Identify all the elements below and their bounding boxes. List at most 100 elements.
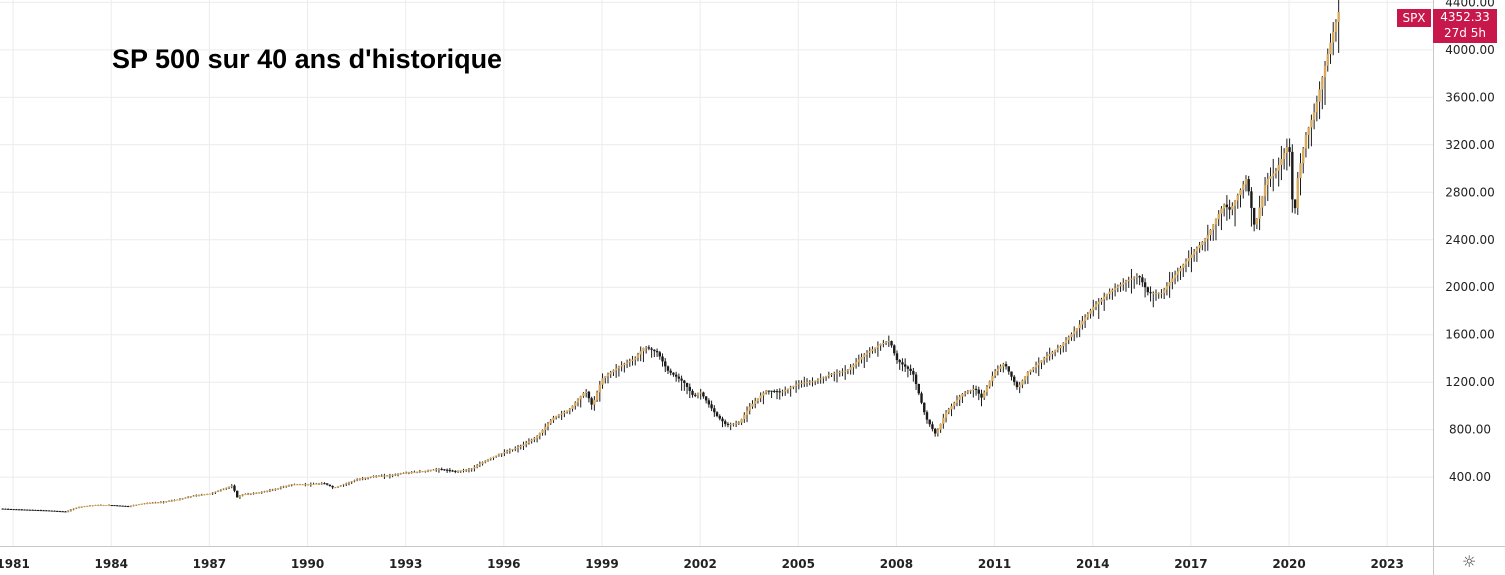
chart-title: SP 500 sur 40 ans d'historique [112, 44, 503, 74]
time-axis[interactable] [0, 546, 1433, 575]
candle-body [235, 490, 239, 498]
candle-body [246, 493, 250, 495]
candle-body [1326, 54, 1329, 66]
candle-body [227, 486, 231, 488]
candle-body [1231, 205, 1234, 210]
candle-body [563, 411, 566, 414]
candle-body [1086, 313, 1090, 318]
candle-body [1102, 296, 1106, 300]
candle-body [203, 494, 206, 496]
candle-body [1182, 264, 1185, 268]
candle-body [1067, 337, 1070, 341]
candle-body [754, 401, 757, 404]
candle-body [238, 495, 242, 498]
candle-body [803, 382, 806, 384]
candle-body [260, 491, 263, 493]
candle-body [579, 396, 582, 400]
candle-body [715, 412, 719, 416]
candle-body [1, 508, 4, 510]
candle-body [1026, 372, 1030, 377]
candle-body [1252, 207, 1256, 225]
candle-body [993, 371, 997, 376]
candle-body [514, 448, 517, 450]
candle-body [884, 342, 888, 344]
candle-body [105, 505, 108, 507]
candle-body [206, 494, 209, 496]
candle-body [31, 509, 34, 511]
candle-body [565, 410, 569, 412]
candle-body [186, 496, 190, 498]
candle-body [1220, 208, 1223, 214]
candle-body [784, 390, 787, 392]
candle-body [165, 501, 168, 503]
candle-body [162, 501, 165, 503]
candle-body [944, 412, 948, 418]
candle-body [424, 470, 427, 472]
last-price-badge: 4352.33 27d 5h [1433, 9, 1497, 43]
candle-body [661, 356, 664, 362]
candle-body [906, 366, 910, 369]
candle-body [1236, 195, 1239, 201]
candle-body [1195, 248, 1199, 252]
candle-body [285, 485, 288, 487]
candle-body [865, 352, 869, 355]
candle-body [1184, 261, 1188, 265]
candle-body [465, 469, 468, 471]
candle-body [320, 483, 323, 485]
candle-body [694, 394, 697, 396]
candle-body [797, 383, 801, 385]
candle-body [173, 500, 176, 502]
candle-body [355, 479, 359, 481]
candle-body [1116, 286, 1120, 289]
candle-body [988, 381, 991, 387]
candle-body [143, 503, 146, 505]
candle-body [743, 414, 746, 420]
candle-body [710, 404, 713, 409]
candle-body [94, 505, 97, 507]
candle-body [794, 384, 798, 386]
candle-body [1173, 274, 1177, 279]
price-axis[interactable] [1433, 0, 1505, 546]
candle-body [1045, 356, 1049, 359]
candle-body [15, 509, 18, 511]
candle-body [429, 469, 432, 471]
candle-body [587, 391, 591, 399]
candle-body [102, 505, 105, 507]
candle-body [418, 471, 422, 473]
ticker-badge: SPX [1397, 9, 1431, 27]
candle-body [664, 361, 667, 367]
candle-body [129, 505, 133, 507]
candle-body [912, 370, 915, 375]
candle-body [519, 445, 522, 448]
candle-body [1280, 159, 1283, 165]
candle-body [1203, 238, 1207, 242]
candle-body [317, 483, 321, 485]
candle-body [816, 379, 820, 381]
candle-body [1138, 276, 1141, 278]
candle-body [1124, 281, 1128, 283]
candle-body [1214, 219, 1218, 225]
candle-body [377, 475, 381, 477]
candle-body [983, 392, 986, 398]
candle-body [249, 493, 253, 495]
settings-gear-icon[interactable]: ☼ [1462, 552, 1477, 571]
candle-body [800, 382, 803, 384]
candle-body [1127, 279, 1130, 282]
candle-body [298, 484, 302, 486]
candle-body [759, 395, 762, 399]
candle-body [1277, 164, 1280, 171]
candle-body [347, 482, 351, 484]
candle-body [369, 476, 372, 478]
candle-body [724, 421, 727, 424]
candle-body [811, 381, 814, 383]
candle-body [604, 376, 607, 379]
candle-body [1176, 271, 1180, 275]
candle-body [568, 408, 572, 411]
candle-body [1233, 200, 1237, 206]
candle-body [830, 373, 833, 375]
candle-body [931, 424, 934, 429]
candle-body [336, 486, 340, 488]
last-price-value: 4352.33 [1440, 10, 1490, 24]
candle-body [405, 472, 408, 474]
